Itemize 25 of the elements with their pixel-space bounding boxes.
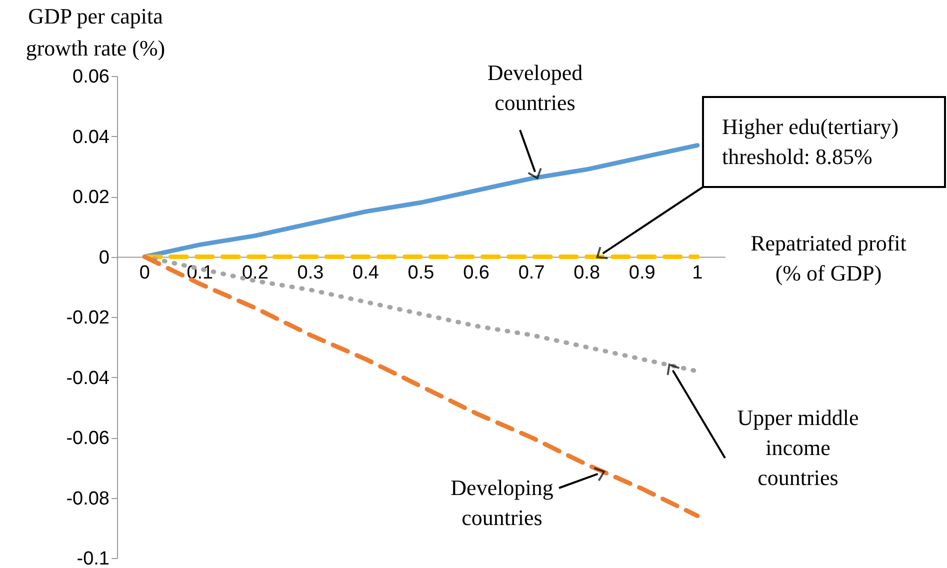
y-tick-label: 0: [98, 247, 110, 268]
x-tick-label: 0.3: [297, 262, 324, 284]
x-tick-label: 0.6: [463, 262, 490, 284]
x-tick-label: 0.4: [352, 262, 380, 284]
x-tick-label: 1: [692, 262, 703, 284]
x-axis-title: Repatriated profit (% of GDP): [750, 230, 906, 286]
x-tick-label: 0.7: [518, 262, 545, 284]
y-tick-label: 0.02: [72, 187, 110, 208]
y-tick-label: 0.06: [72, 66, 110, 88]
x-tick-label: 0.2: [242, 262, 268, 284]
text: Developed countries: [487, 60, 583, 115]
x-tick-label: 0: [139, 262, 150, 284]
x-tick-label: 0.9: [628, 262, 656, 284]
series-label: Developing countries: [450, 475, 554, 530]
y-tick-label: -0.04: [66, 368, 110, 389]
text: Higher edu(tertiary) threshold: 8.85%: [722, 114, 899, 169]
y-tick-label: -0.08: [66, 488, 110, 510]
y-tick-label: 0.04: [72, 126, 110, 148]
x-tick-label: 0.5: [408, 262, 434, 284]
y-tick-label: -0.06: [66, 428, 110, 449]
x-tick-label: 0.8: [574, 262, 600, 284]
y-tick-label: -0.1: [76, 548, 110, 568]
y-tick-label: -0.02: [66, 308, 110, 328]
y-axis-title: GDP per capita growth rate (%): [26, 4, 166, 60]
text: Upper middle income countries: [737, 405, 859, 490]
